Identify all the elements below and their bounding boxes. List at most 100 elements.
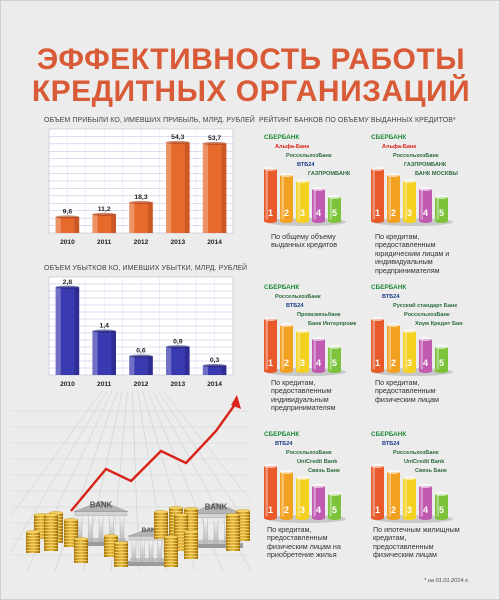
loss-x-tick: 2010: [60, 381, 75, 388]
rank-cylinder-4: [419, 484, 432, 520]
rating-panel-caption: По кредитам, предоставленным индивидуаль…: [271, 378, 336, 413]
rank-cylinder-3: [296, 179, 309, 223]
profit-value-label: 54,3: [171, 134, 184, 141]
loss-value-label: 0,6: [136, 348, 146, 355]
rank-cylinder-3: [403, 329, 416, 373]
bank-logo-label: СБЕРБАНК: [264, 134, 299, 141]
bank-logo-label: СБЕРБАНК: [371, 431, 406, 438]
rank-cylinder-1: [371, 317, 384, 373]
rank-cylinder-5: [435, 492, 448, 520]
rank-cylinder-4: [419, 187, 432, 223]
rank-cylinder-3: [403, 476, 416, 520]
profit-value-label: 18,3: [134, 194, 147, 201]
page-title-line1: ЭФФЕКТИВНОСТЬ РАБОТЫ: [36, 43, 466, 76]
profit-bar-2012: [129, 200, 153, 233]
rank-cylinder-5: [435, 195, 448, 223]
loss-value-label: 0,3: [210, 357, 220, 364]
bank-logo-label: Банк Интерпромкомстр: [308, 321, 356, 327]
rank-number: 2: [284, 505, 289, 515]
rank-number: 1: [375, 358, 380, 368]
coin-stack: [73, 537, 89, 563]
rating-panel-caption: По ипотечным жилищным кредитам, предоста…: [373, 525, 460, 560]
profit-x-tick: 2013: [170, 239, 185, 246]
bank-logo-label: БАНК МОСКВЫ: [415, 171, 458, 177]
bank-logo-label: СБЕРБАНК: [264, 284, 299, 291]
bank-logo-label: ГАЗПРОМБАНК: [308, 171, 351, 177]
rank-number: 5: [332, 505, 337, 515]
rank-number: 3: [407, 505, 412, 515]
rating-panel-2: 1 2 3 4 5 СБЕРБАНК Альфа-Банк РоссельхозБанк ГАЗ…: [371, 134, 458, 226]
rating-panel-caption: По кредитам, предоставленным физическим …: [375, 378, 439, 404]
rank-number: 4: [316, 358, 321, 368]
growth-arrow-line: [70, 402, 237, 512]
bank-logo-label: ГАЗПРОМБАНК: [404, 162, 447, 168]
rank-number: 3: [300, 208, 305, 218]
footnote: * на 01.01.2014 г.: [424, 578, 470, 584]
bank-logo-label: Связь Банк: [415, 468, 447, 474]
rank-number: 1: [268, 505, 273, 515]
bank-logo-label: ВТБ24: [382, 294, 400, 300]
rank-cylinder-2: [387, 470, 400, 520]
rank-number: 3: [300, 358, 305, 368]
rating-panel-caption: По общему объему выданных кредитов: [271, 232, 338, 250]
rating-panel-3: 1 2 3 4 5 СБЕРБАНК РоссельхозБанк ВТБ24 Промсвяз…: [264, 284, 356, 376]
rank-cylinder-3: [296, 329, 309, 373]
bank-logo-label: СБЕРБАНК: [264, 431, 299, 438]
bank-logo-label: ВТБ24: [297, 162, 315, 168]
profit-value-label: 53,7: [208, 135, 221, 142]
bank-logo-label: Альфа-Банк: [382, 143, 416, 150]
rating-panel-caption: По кредитам, предоставленным юридическим…: [375, 232, 450, 275]
rank-cylinder-1: [371, 464, 384, 520]
profit-bar-2011: [92, 212, 116, 233]
rank-number: 1: [375, 208, 380, 218]
rank-number: 2: [284, 208, 289, 218]
rank-number: 5: [439, 358, 444, 368]
bank-logo-label: РоссельхозБанк: [286, 153, 332, 159]
bank-logo-label: ВТБ24: [275, 441, 293, 447]
rank-number: 3: [407, 208, 412, 218]
bank-logo-label: РоссельхозБанк: [393, 450, 439, 456]
profit-chart-title: ОБЪЕМ ПРИБЫЛИ КО, ИМЕВШИХ ПРИБЫЛЬ, МЛРД.…: [44, 117, 255, 124]
rank-cylinder-5: [328, 492, 341, 520]
rating-panel-4: 1 2 3 4 5 СБЕРБАНК ВТБ24 Русский стандарт Банк Р…: [371, 284, 463, 376]
profit-x-tick: 2010: [60, 239, 75, 246]
loss-chart-title: ОБЪЕМ УБЫТКОВ КО, ИМЕВШИХ УБЫТКИ, МЛРД. …: [44, 265, 248, 272]
profit-x-tick: 2014: [207, 239, 222, 246]
loss-bar-2010: [55, 285, 80, 375]
rank-number: 3: [407, 358, 412, 368]
rating-panel-6: 1 2 3 4 5 СБЕРБАНК ВТБ24 РоссельхозБанк UniCredi…: [371, 431, 453, 523]
rank-number: 5: [439, 208, 444, 218]
rank-cylinder-2: [280, 323, 293, 373]
loss-value-label: 1,4: [99, 323, 109, 330]
bank-logo-label: UniCredit Bank: [404, 459, 445, 465]
rank-cylinder-3: [403, 179, 416, 223]
bank-logo-label: ВТБ24: [286, 303, 304, 309]
rating-panel-5: 1 2 3 4 5 СБЕРБАНК ВТБ24 РоссельхозБанк UniCredi…: [264, 431, 346, 523]
rating-panel-1: 1 2 3 4 5 СБЕРБАНК Альфа-Банк РоссельхозБанк ВТБ…: [264, 134, 351, 226]
rank-cylinder-4: [312, 484, 325, 520]
rank-number: 4: [423, 358, 428, 368]
loss-value-label: 2,8: [63, 279, 73, 286]
rank-cylinder-1: [264, 317, 277, 373]
bank-sign-text: BANK: [205, 503, 228, 512]
profit-x-tick: 2011: [97, 239, 112, 246]
bank-logo-label: Хоум Кредит Банк: [415, 321, 463, 327]
profit-bar-2014: [202, 141, 227, 233]
rank-cylinder-3: [296, 476, 309, 520]
coin-stack: [63, 518, 79, 547]
rank-number: 2: [284, 358, 289, 368]
rank-cylinder-4: [312, 337, 325, 373]
rank-number: 2: [391, 208, 396, 218]
loss-bar-2011: [92, 329, 116, 375]
rank-number: 2: [391, 358, 396, 368]
profit-value-label: 11,2: [98, 206, 111, 213]
rating-panel-caption: По кредитам, предоставленным физическим …: [267, 525, 341, 560]
rank-cylinder-1: [264, 167, 277, 223]
bank-logo-label: Русский стандарт Банк: [393, 302, 457, 309]
coin-stack: [183, 530, 199, 559]
rank-cylinder-4: [312, 187, 325, 223]
rank-number: 5: [332, 208, 337, 218]
coin-stack: [163, 535, 179, 567]
rank-cylinder-2: [280, 470, 293, 520]
